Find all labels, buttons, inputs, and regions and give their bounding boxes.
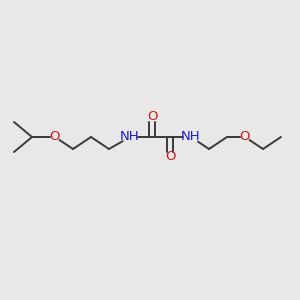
Text: O: O bbox=[147, 110, 157, 124]
Text: O: O bbox=[240, 130, 250, 143]
Text: NH: NH bbox=[120, 130, 140, 143]
Text: NH: NH bbox=[181, 130, 201, 143]
Text: O: O bbox=[165, 151, 175, 164]
Text: O: O bbox=[50, 130, 60, 143]
